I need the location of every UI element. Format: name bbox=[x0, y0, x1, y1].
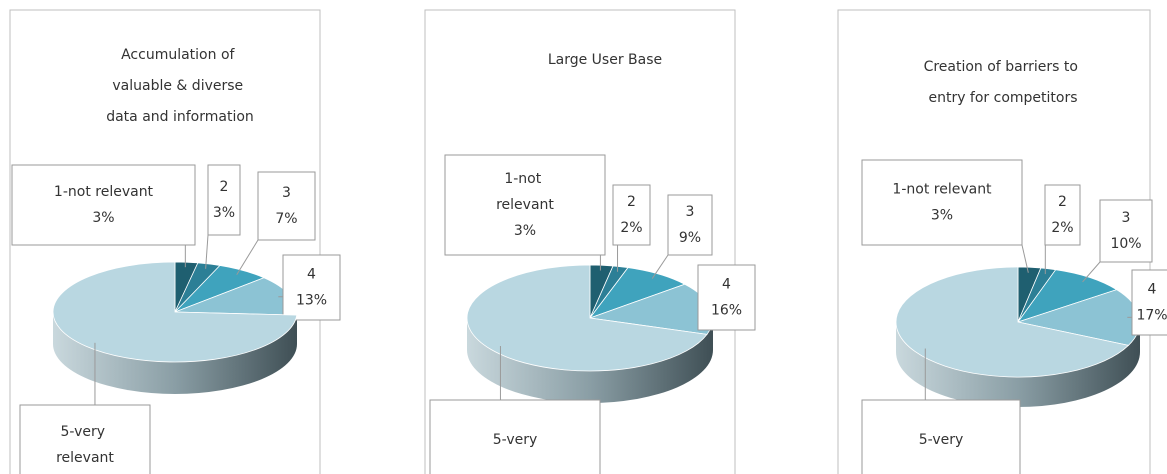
pie-side bbox=[896, 322, 1140, 407]
label-box bbox=[861, 399, 1021, 474]
category-label: 4 bbox=[1148, 282, 1157, 298]
value-label: 2% bbox=[1051, 220, 1073, 236]
category-label: 5-very bbox=[919, 432, 964, 448]
category-label: 1-not relevant bbox=[496, 171, 554, 213]
category-label: 2 bbox=[627, 194, 636, 210]
panel bbox=[9, 9, 321, 474]
pie-slice bbox=[52, 261, 298, 363]
label-box bbox=[282, 254, 341, 321]
category-label: 2 bbox=[220, 179, 229, 195]
leader-line bbox=[1021, 244, 1029, 273]
pie-side bbox=[467, 318, 713, 403]
label-box bbox=[861, 159, 1023, 246]
value-label: 13% bbox=[296, 293, 327, 309]
value-label: 10% bbox=[1110, 236, 1141, 252]
leader-line bbox=[1082, 261, 1101, 283]
value-label: 3% bbox=[931, 208, 953, 224]
category-label: 5-very bbox=[493, 432, 538, 448]
value-label: 3% bbox=[213, 205, 235, 221]
panel bbox=[424, 9, 736, 474]
chart-title: Creation of barriers to entry for compet… bbox=[924, 59, 1083, 106]
category-label: 4 bbox=[307, 267, 316, 283]
label-box bbox=[612, 184, 651, 246]
label-box bbox=[667, 194, 713, 256]
chart-title: Accumulation of valuable & diverse data … bbox=[106, 47, 254, 125]
label-box bbox=[429, 399, 601, 474]
leader-line bbox=[236, 239, 259, 276]
value-label: 3% bbox=[92, 210, 114, 226]
pie-slice bbox=[466, 264, 708, 372]
value-label: 17% bbox=[1136, 308, 1167, 324]
category-label: 3 bbox=[282, 185, 291, 201]
label-box bbox=[1044, 184, 1081, 246]
leader-line bbox=[205, 234, 209, 269]
value-label: 2% bbox=[620, 220, 642, 236]
pie-slice bbox=[895, 266, 1130, 378]
label-box bbox=[444, 154, 606, 256]
pie-slice bbox=[1016, 269, 1118, 323]
pie-side bbox=[53, 312, 297, 394]
label-box bbox=[1099, 199, 1153, 263]
category-label: 3 bbox=[686, 204, 695, 220]
category-label: 2 bbox=[1058, 194, 1067, 210]
label-box bbox=[257, 171, 316, 241]
label-box bbox=[207, 164, 241, 236]
label-box bbox=[1131, 269, 1167, 336]
category-label: 1-not relevant bbox=[892, 182, 992, 198]
category-label: 1-not relevant bbox=[54, 184, 154, 200]
leader-line bbox=[651, 254, 669, 279]
value-label: 16% bbox=[711, 303, 742, 319]
category-label: 5-very relevant bbox=[56, 424, 114, 466]
label-box bbox=[19, 404, 151, 474]
label-box bbox=[697, 264, 756, 331]
category-label: 4 bbox=[722, 277, 731, 293]
label-box bbox=[11, 164, 196, 246]
value-label: 7% bbox=[275, 211, 297, 227]
value-label: 9% bbox=[679, 230, 701, 246]
category-label: 3 bbox=[1122, 210, 1131, 226]
value-label: 3% bbox=[514, 223, 536, 239]
chart-title: Large User Base bbox=[548, 52, 662, 68]
